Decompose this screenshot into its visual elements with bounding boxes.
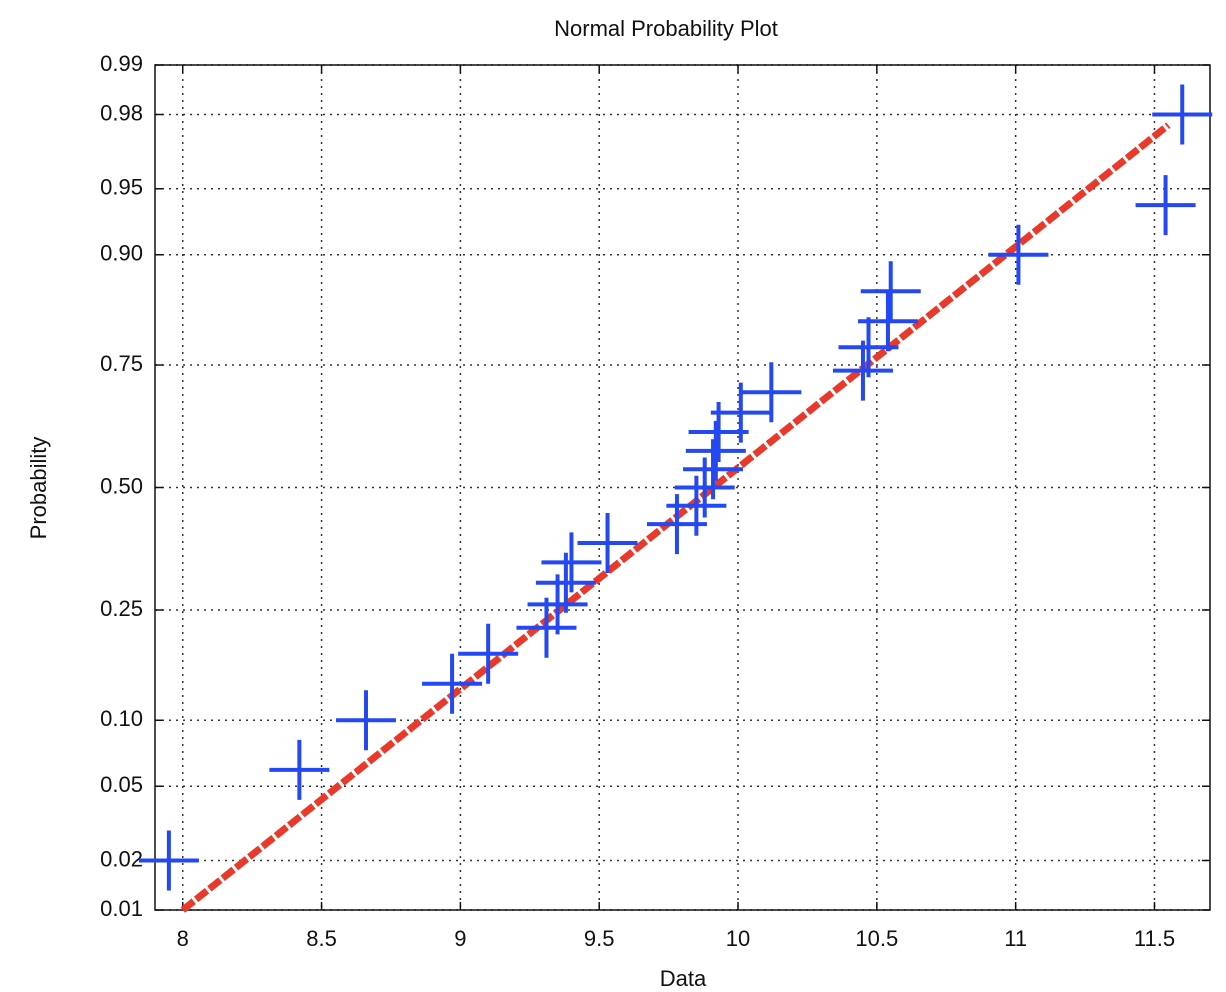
- y-tick-label: 0.05: [100, 772, 143, 797]
- y-tick-label: 0.75: [100, 351, 143, 376]
- data-point: [857, 291, 918, 352]
- x-tick-label: 10: [726, 926, 750, 951]
- x-tick-label: 8.5: [306, 926, 337, 951]
- x-tick-label: 10.5: [855, 926, 898, 951]
- data-point: [741, 362, 802, 423]
- y-tick-label: 0.98: [100, 100, 143, 125]
- data-point: [138, 830, 199, 891]
- data-point: [988, 224, 1049, 285]
- data-point: [336, 690, 396, 751]
- data-point: [683, 439, 744, 500]
- data-point: [269, 739, 330, 800]
- data-point: [577, 512, 638, 573]
- data-point: [860, 261, 921, 322]
- chart-title: Normal Probability Plot: [554, 16, 778, 41]
- y-axis-label: Probability: [26, 437, 51, 540]
- x-tick-label: 11: [1004, 926, 1027, 951]
- y-tick-label: 0.10: [100, 706, 143, 731]
- data-point: [516, 597, 577, 658]
- x-tick-label: 9: [454, 926, 466, 951]
- x-tick-label: 9.5: [584, 926, 615, 951]
- plot-frame: [154, 64, 1211, 911]
- y-tick-label: 0.95: [100, 175, 143, 200]
- x-tick-label: 8: [177, 926, 189, 951]
- x-axis-label: Data: [660, 966, 707, 991]
- data-point: [422, 653, 483, 714]
- x-tick-label: 11.5: [1134, 926, 1175, 951]
- y-tick-label: 0.25: [100, 596, 143, 621]
- data-point: [710, 382, 771, 443]
- y-tick-label: 0.99: [100, 51, 143, 76]
- data-point: [832, 340, 893, 401]
- y-tick-label: 0.02: [100, 846, 143, 871]
- y-tick-label: 0.50: [100, 473, 143, 498]
- data-point: [458, 623, 519, 684]
- data-point: [1135, 175, 1196, 236]
- y-tick-label: 0.01: [100, 896, 143, 921]
- data-point: [1152, 84, 1213, 145]
- data-point: [541, 532, 602, 593]
- y-tick-label: 0.90: [100, 241, 143, 266]
